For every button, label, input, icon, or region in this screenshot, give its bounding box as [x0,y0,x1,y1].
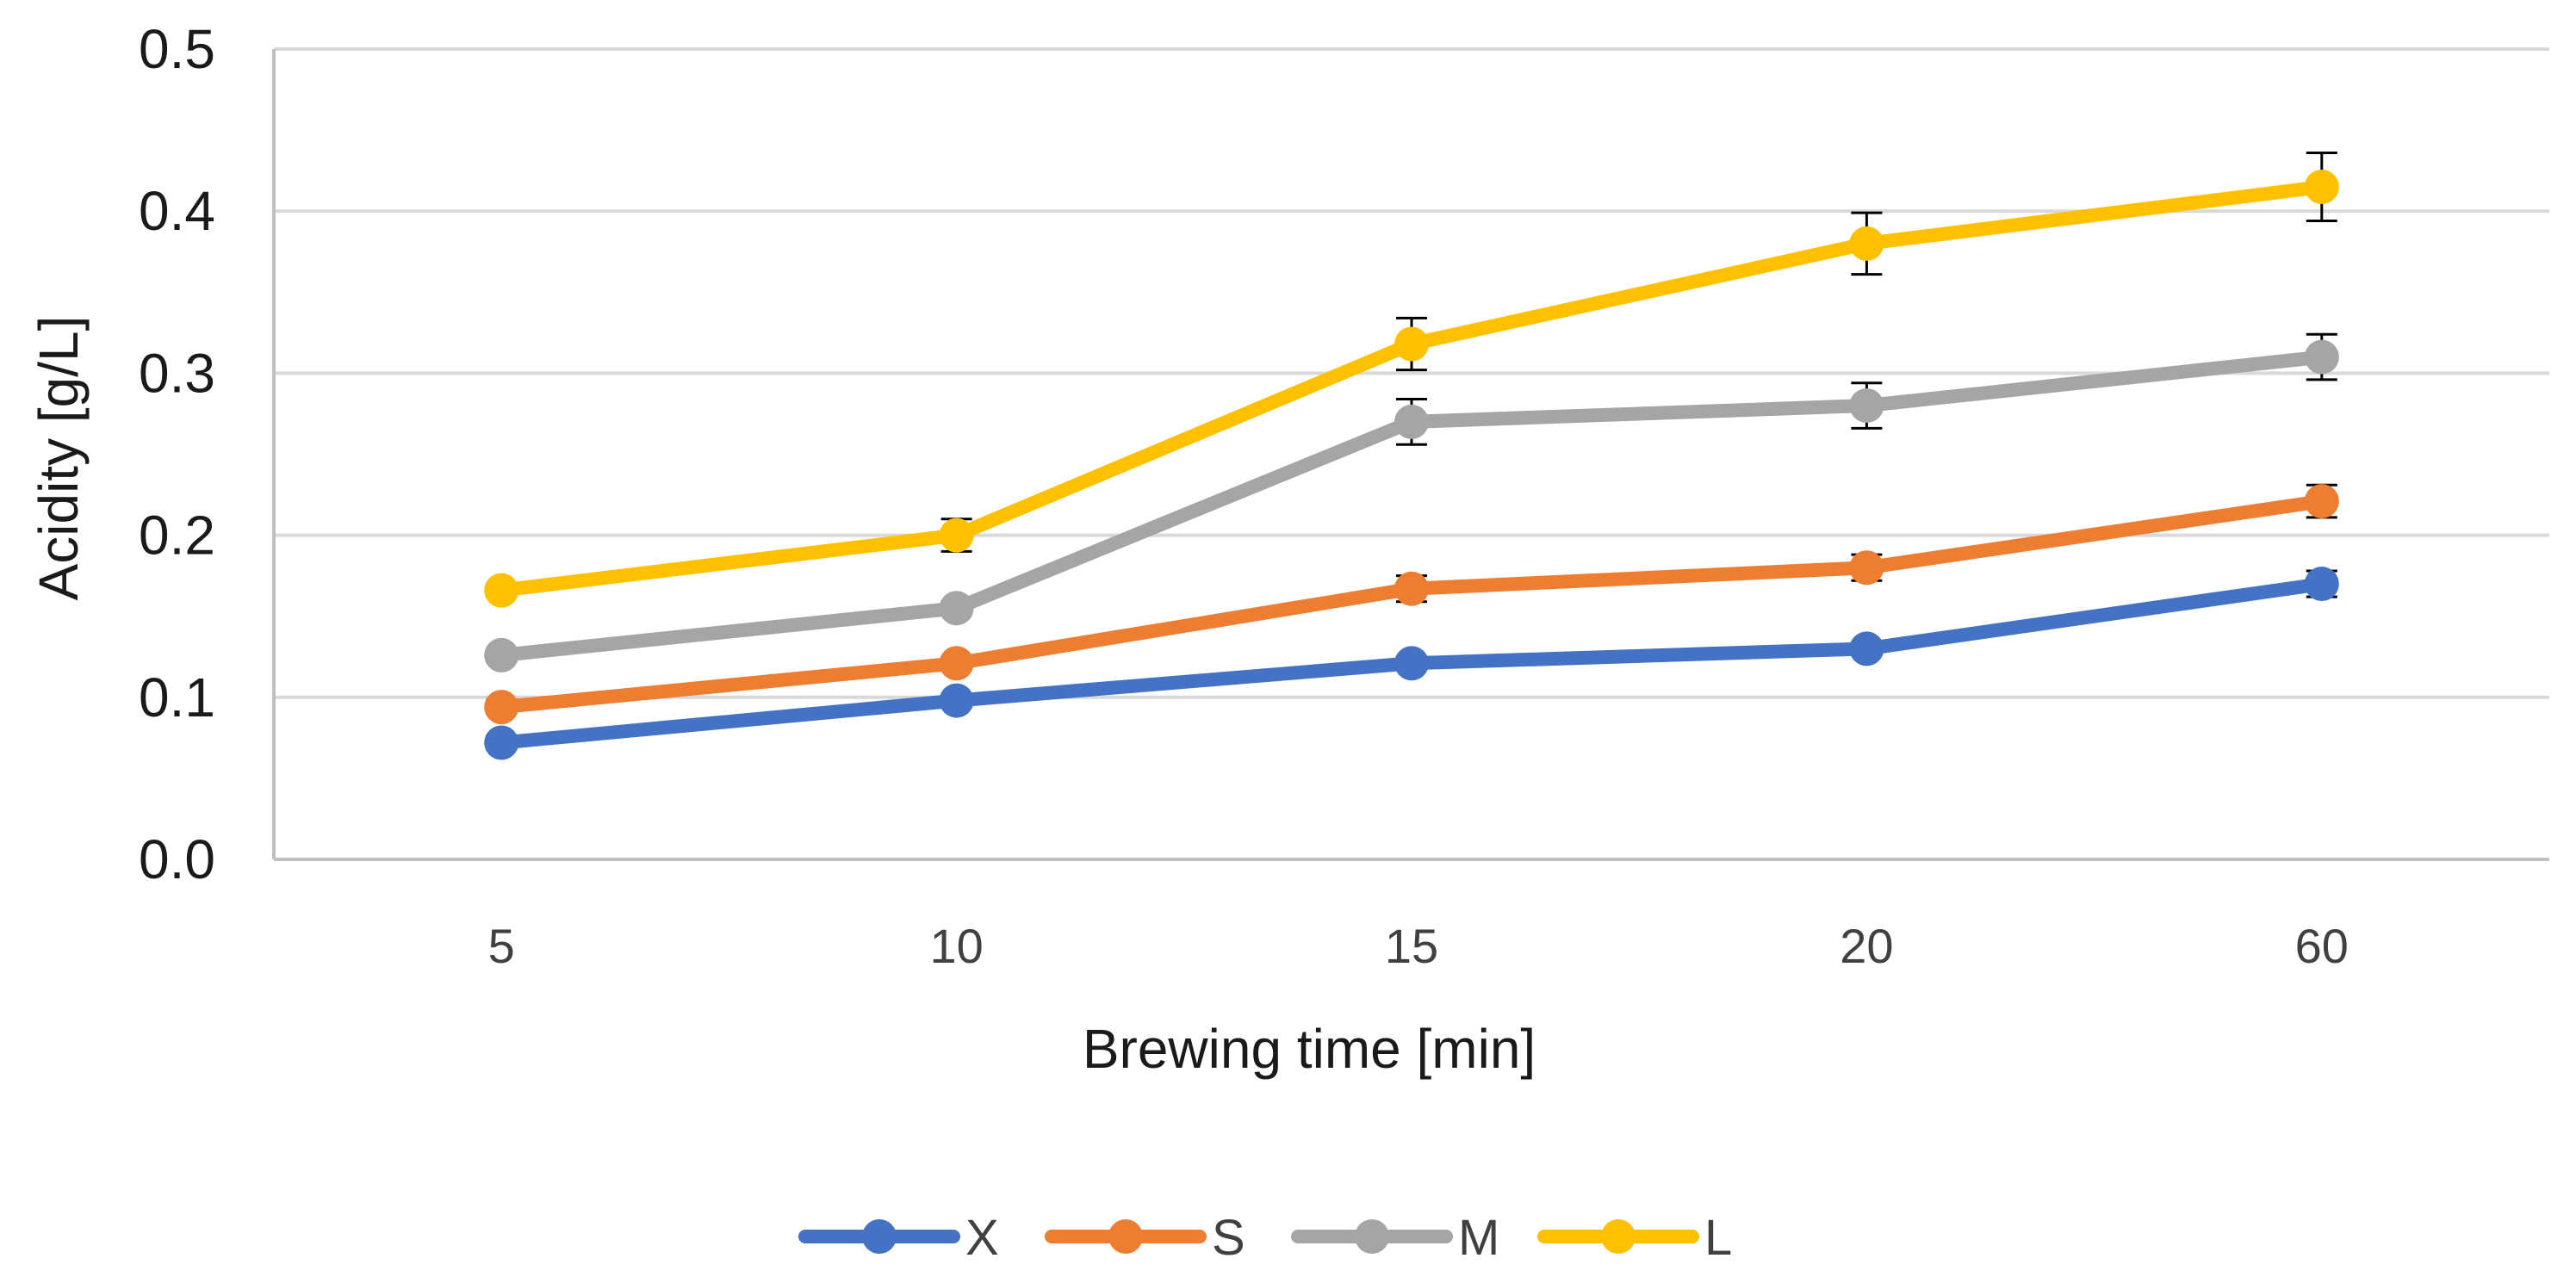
data-point-m [939,591,974,626]
axes [272,49,2549,861]
x-tick-labels: 5 10 15 20 60 [488,919,2349,973]
legend-swatch-marker [1601,1219,1636,1254]
y-tick-label: 0.5 [139,18,215,80]
y-tick-label: 0.1 [139,666,215,728]
y-tick-labels: 0.0 0.1 0.2 0.3 0.4 0.5 [139,18,215,890]
data-point-s [1849,550,1884,586]
legend-label: L [1704,1210,1732,1266]
data-point-x [1849,631,1884,666]
data-point-s [484,690,519,725]
data-points [484,169,2339,760]
data-point-x [1394,646,1429,681]
legend-swatch-marker [1355,1219,1389,1254]
data-point-m [1394,404,1429,439]
y-axis-title: Acidity [g/L] [28,316,90,601]
data-point-x [2304,567,2339,602]
legend-label: S [1212,1210,1245,1266]
data-point-l [1394,326,1429,362]
legend-label: X [965,1210,999,1266]
legend-swatch-marker [862,1219,897,1254]
data-point-m [484,637,519,673]
data-point-s [939,646,974,681]
data-point-x [939,683,974,718]
legend-swatch-marker [1108,1219,1143,1254]
legend-item-s: S [1045,1210,1245,1266]
data-point-s [1394,571,1429,606]
y-tick-label: 0.4 [139,180,215,242]
data-point-l [939,518,974,553]
x-tick-label: 15 [1385,919,1438,973]
x-tick-label: 10 [929,919,983,973]
legend-item-l: L [1537,1210,1732,1266]
legend-item-m: M [1291,1210,1499,1266]
x-tick-label: 20 [1840,919,1893,973]
data-point-m [1849,388,1884,424]
data-point-x [484,725,519,760]
x-tick-label: 5 [488,919,515,973]
data-point-l [2304,169,2339,204]
y-tick-label: 0.3 [139,342,215,404]
y-tick-label: 0.2 [139,505,215,567]
x-axis-title: Brewing time [min] [1083,1018,1536,1080]
x-tick-label: 60 [2295,919,2349,973]
data-point-l [484,573,519,608]
y-tick-label: 0.0 [139,828,215,890]
legend-item-x: X [798,1210,999,1266]
data-point-m [2304,339,2339,375]
data-point-s [2304,484,2339,519]
legend-label: M [1458,1210,1499,1266]
data-point-l [1849,226,1884,261]
